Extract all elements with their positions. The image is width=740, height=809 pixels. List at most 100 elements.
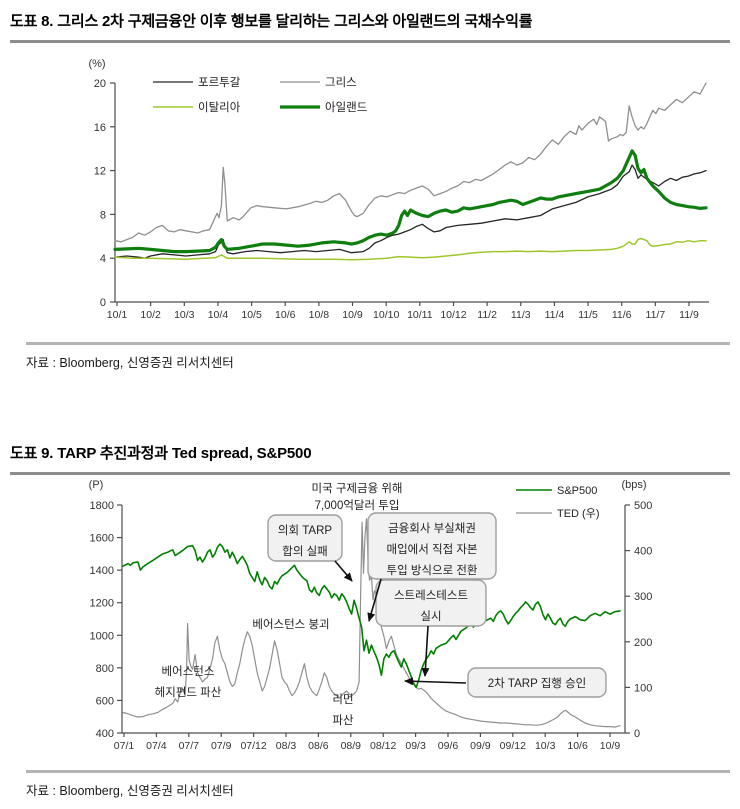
callout-box [467,667,607,698]
x-tick-label: 10/6 [567,740,588,752]
x-tick-label: 10/10 [373,309,399,321]
x-tick-label: 07/12 [240,740,266,752]
left-y-tick-label: 600 [96,695,114,707]
y-tick-label: 8 [100,209,106,221]
series-S&P500 [122,543,621,689]
legend-label: 그리스 [325,76,357,89]
annotation-text: 스트레스테스트 [394,589,468,602]
x-tick-label: 10/9 [600,740,621,752]
series-그리스 [114,82,707,243]
left-y-tick-label: 1600 [90,533,114,545]
figure9-source: 자료 : Bloomberg, 신영증권 리서치센터 [26,770,730,799]
legend-item-TED (우): TED (우) [516,507,600,520]
annotation-text: 실시 [420,610,441,623]
left-y-tick-label: 400 [96,728,114,740]
figure8-title: 도표 8. 그리스 2차 구제금융안 이후 행보를 달리하는 그리스와 아일랜드… [10,10,730,43]
x-tick-label: 08/12 [370,740,396,752]
right-y-tick-label: 0 [634,728,640,740]
right-axis-unit: (bps) [621,479,646,491]
legend-label: 포르투갈 [198,75,241,89]
figure8-chart-area: 0 4 8 12 16 20 (%) 10/1 10/2 10/3 10/4 10/5 10/6 10/8… [0,55,740,342]
series-아일랜드 [113,149,708,254]
callout-box [267,514,343,562]
annotation-text: 미국 구제금융 위해 [311,482,402,495]
x-tick-label: 10/11 [407,309,433,321]
x-tick-label: 10/4 [208,309,229,321]
left-axis-unit: (P) [89,479,104,491]
x-tick-label: 10/1 [107,309,128,321]
x-tick-label: 09/12 [500,740,526,752]
y-tick-label: 0 [100,297,106,309]
x-tick-label: 10/12 [440,309,466,321]
figure8-line-chart: 0 4 8 12 16 20 (%) 10/1 10/2 10/3 10/4 10/5 10/6 10/8… [88,58,709,321]
left-y-tick-label: 1800 [90,500,114,512]
figure9-chart-area: 400 600 800 1000 1200 1400 1600 1800 (P) 0 100 200 3… [0,473,740,769]
figure9-title: 도표 9. TARP 추진과정과 Ted spread, S&P500 [10,442,730,475]
annotation-text: 합의 실패 [282,545,328,558]
figure8-source: 자료 : Bloomberg, 신영증권 리서치센터 [26,342,730,371]
arrow-tarp-fail [334,560,353,582]
x-tick-label: 09/3 [405,740,426,752]
annotation-text: 7,000억달러 투입 [315,498,400,512]
x-tick-label: 11/7 [646,309,666,321]
legend-item-포르투갈: 포르투갈 [153,75,241,89]
right-y-tick-label: 200 [634,637,652,649]
x-tick-label: 10/3 [174,309,195,321]
x-tick-label: 11/4 [545,309,565,321]
legend-label: 아일랜드 [325,100,367,114]
annotation-text: 2차 TARP 집행 승인 [488,677,587,690]
annotation-text: 베어스턴스 [162,665,215,678]
x-tick-label: 10/3 [535,740,556,752]
left-y-tick-label: 1000 [90,630,114,642]
series-이탈리아 [114,237,707,261]
figure9-line-chart: 400 600 800 1000 1200 1400 1600 1800 (P) 0 100 200 3… [89,479,653,752]
series-TED (우) [122,518,621,728]
x-tick-label: 11/5 [578,309,598,321]
y-axis-unit: (%) [88,58,105,70]
annotation-text: 의회 TARP [278,524,333,537]
annotation-text: 파산 [332,714,354,727]
right-y-tick-label: 300 [634,591,652,603]
x-tick-label: 07/9 [211,740,232,752]
left-y-tick-label: 1400 [90,565,114,577]
right-y-tick-label: 400 [634,546,652,558]
annotation-text: 베어스턴스 붕괴 [252,618,329,631]
annotation-text: 투입 방식으로 전환 [386,564,477,577]
x-tick-label: 08/3 [276,740,297,752]
callout-box [367,512,497,580]
y-tick-label: 12 [94,166,106,178]
legend-label: S&P500 [557,485,597,497]
left-y-tick-label: 1200 [90,598,114,610]
y-tick-label: 20 [94,78,106,90]
annotation-inject700: 미국 구제금융 위해 7,000억달러 투입 [311,482,402,512]
x-tick-label: 09/6 [438,740,459,752]
x-tick-label: 09/9 [470,740,491,752]
x-tick-label: 10/6 [275,309,296,321]
right-y-tick-label: 100 [634,682,652,694]
callout-box [375,579,487,627]
x-tick-label: 10/8 [309,309,330,321]
x-tick-label: 11/6 [612,309,632,321]
x-tick-label: 11/2 [477,309,497,321]
annotation-bear-collapse: 베어스턴스 붕괴 [252,618,329,631]
left-y-tick-label: 800 [96,663,114,675]
annotation-text: 리먼 [332,693,353,706]
legend-label: 이탈리아 [198,100,241,114]
legend-item-그리스: 그리스 [280,76,357,89]
x-tick-label: 08/9 [341,740,362,752]
x-tick-label: 07/4 [146,740,167,752]
x-tick-label: 10/5 [241,309,262,321]
x-tick-label: 08/6 [308,740,329,752]
legend-label: TED (우) [557,507,600,520]
x-tick-label: 10/9 [342,309,363,321]
annotation-tarp-fail: 의회 TARP 합의 실패 [267,514,343,562]
arrow-capital-switch [367,578,382,622]
annotation-tarp2: 2차 TARP 집행 승인 [467,667,607,698]
right-y-tick-label: 500 [634,500,652,512]
legend-item-이탈리아: 이탈리아 [153,100,241,114]
